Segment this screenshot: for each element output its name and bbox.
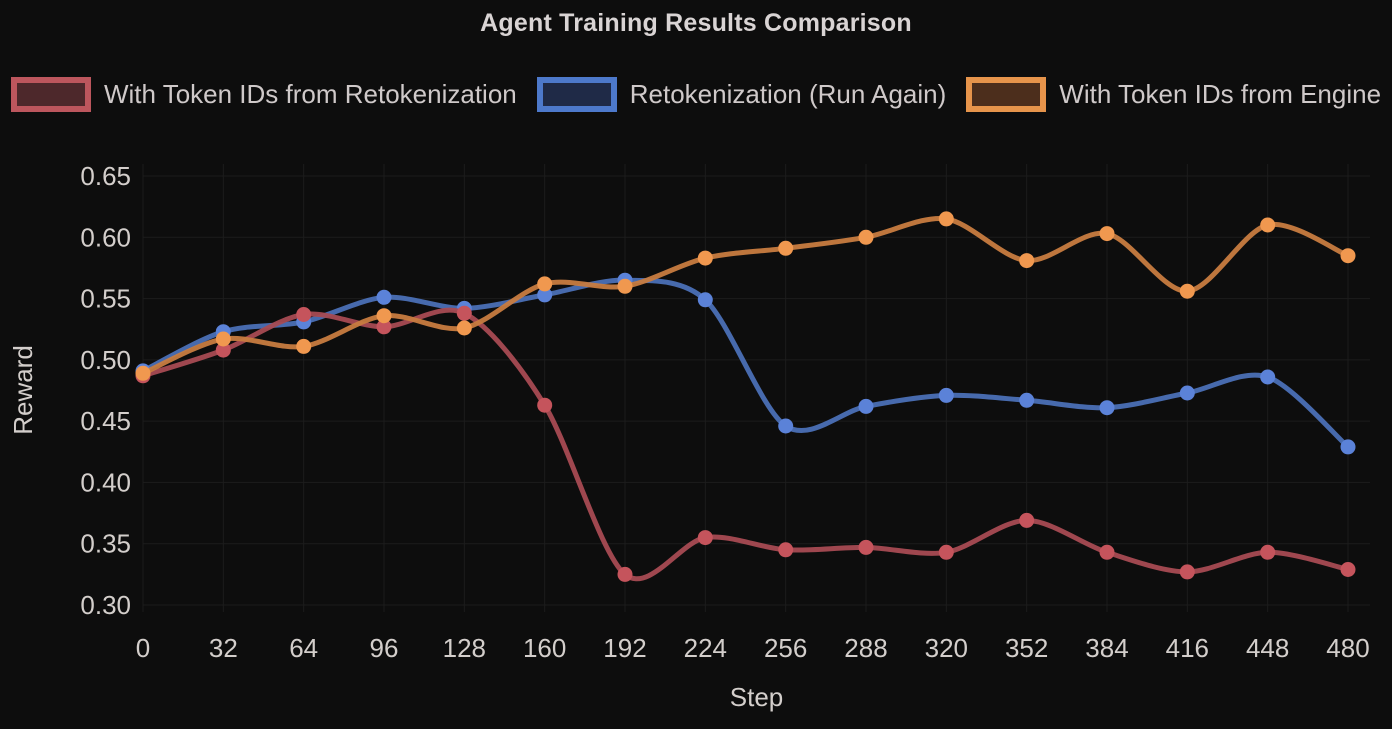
data-point xyxy=(858,398,874,414)
data-point xyxy=(1179,564,1195,580)
legend-item-1[interactable]: With Token IDs from Retokenization xyxy=(10,77,517,112)
y-tick-label: 0.60 xyxy=(80,222,131,252)
x-tick-label: 32 xyxy=(209,633,238,663)
data-point xyxy=(1340,562,1356,577)
y-tick-label: 0.45 xyxy=(80,406,131,436)
x-tick-label: 320 xyxy=(925,633,968,663)
y-tick-label: 0.65 xyxy=(80,161,131,191)
y-tick-label: 0.30 xyxy=(80,590,131,620)
data-point xyxy=(617,566,633,582)
data-point xyxy=(1340,439,1356,455)
data-point xyxy=(1099,226,1115,242)
x-tick-label: 192 xyxy=(603,633,646,663)
legend-swatch xyxy=(966,77,1047,112)
data-point xyxy=(697,292,713,308)
x-tick-label: 480 xyxy=(1326,633,1369,663)
y-tick-label: 0.40 xyxy=(80,467,131,497)
x-tick-label: 128 xyxy=(443,633,486,663)
x-axis-title: Step xyxy=(730,682,784,712)
axis-ticks: 0.30 0.35 0.40 0.45 0.50 0.55 0.60 0.65 0 32 64 96 1… xyxy=(80,161,1369,663)
x-tick-label: 352 xyxy=(1005,633,1048,663)
data-point xyxy=(215,342,231,358)
x-tick-label: 448 xyxy=(1246,633,1289,663)
x-tick-label: 96 xyxy=(370,633,399,663)
y-axis-title: Reward xyxy=(8,345,38,435)
data-point xyxy=(697,250,713,266)
series-2 xyxy=(135,211,1356,381)
data-point xyxy=(778,418,794,434)
data-point xyxy=(1179,283,1195,299)
data-point xyxy=(456,305,472,321)
data-point xyxy=(1260,369,1276,385)
gridlines xyxy=(142,164,1370,612)
data-point xyxy=(215,331,231,347)
x-tick-label: 288 xyxy=(844,633,887,663)
data-point xyxy=(938,387,954,403)
data-point xyxy=(296,338,312,354)
y-tick-label: 0.55 xyxy=(80,284,131,314)
data-point xyxy=(858,229,874,245)
legend-swatch xyxy=(536,77,617,112)
x-tick-label: 256 xyxy=(764,633,807,663)
legend: With Token IDs from Retokenization Retoke… xyxy=(0,77,1392,112)
data-point xyxy=(697,530,713,546)
legend-swatch xyxy=(10,77,91,112)
x-tick-label: 384 xyxy=(1085,633,1128,663)
y-tick-label: 0.50 xyxy=(80,345,131,375)
series-line xyxy=(140,307,1351,582)
series-1 xyxy=(135,305,1356,582)
data-point xyxy=(376,289,392,305)
data-point xyxy=(296,307,312,322)
data-point xyxy=(537,287,553,303)
data-point xyxy=(1019,392,1035,408)
data-point xyxy=(537,397,553,413)
data-point xyxy=(617,278,633,294)
data-point xyxy=(135,365,151,381)
legend-label: Retokenization (Run Again) xyxy=(629,79,947,109)
y-tick-label: 0.35 xyxy=(80,529,131,559)
legend-label: With Token IDs from Engine xyxy=(1059,79,1382,109)
legend-item-0[interactable]: Retokenization (Run Again) xyxy=(536,77,947,112)
data-point xyxy=(1099,400,1115,416)
data-point xyxy=(778,240,794,256)
data-point xyxy=(1099,544,1115,560)
data-point xyxy=(456,320,472,336)
series-line xyxy=(140,215,1351,376)
data-point xyxy=(1019,512,1035,528)
legend-label: With Token IDs from Retokenization xyxy=(103,79,517,109)
data-point xyxy=(376,308,392,324)
data-point xyxy=(858,539,874,555)
data-point xyxy=(376,319,392,335)
legend-item-2[interactable]: With Token IDs from Engine xyxy=(966,77,1381,112)
chart-title: Agent Training Results Comparison xyxy=(480,9,912,37)
data-point xyxy=(938,211,954,227)
series-0 xyxy=(135,272,1356,455)
data-point xyxy=(1019,253,1035,269)
data-point xyxy=(1260,544,1276,560)
x-tick-label: 416 xyxy=(1166,633,1209,663)
x-tick-label: 0 xyxy=(136,633,150,663)
data-point xyxy=(778,542,794,558)
x-tick-label: 64 xyxy=(289,633,318,663)
series-line xyxy=(140,277,1351,450)
data-point xyxy=(1340,248,1356,264)
data-point xyxy=(1260,217,1276,233)
data-point xyxy=(537,276,553,292)
data-point xyxy=(1179,385,1195,401)
x-tick-label: 224 xyxy=(684,633,727,663)
data-point xyxy=(938,544,954,560)
x-tick-label: 160 xyxy=(523,633,566,663)
